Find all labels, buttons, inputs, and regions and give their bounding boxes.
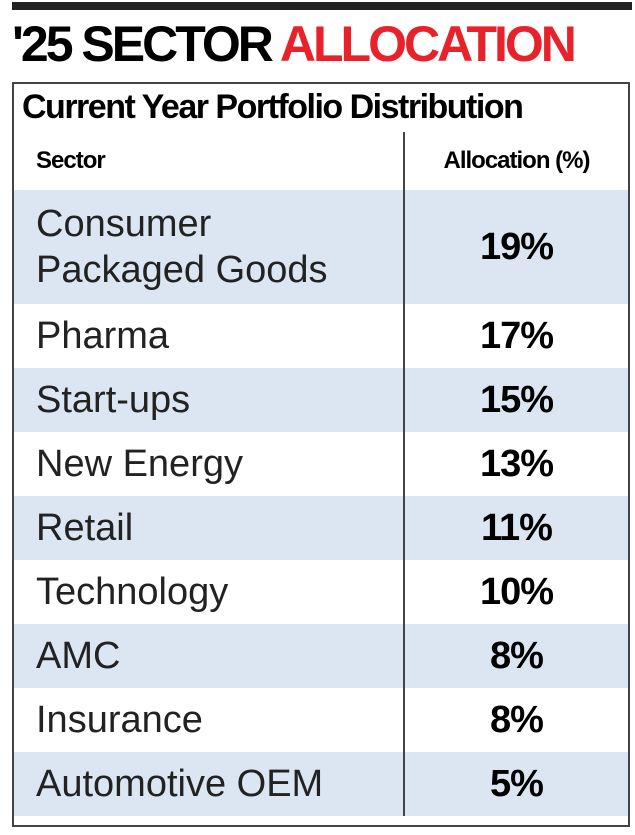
column-header: Allocation (%) <box>403 132 628 190</box>
sector-cell: New Energy <box>36 443 243 485</box>
allocation-cell: 11% <box>403 496 628 560</box>
table-row: Consumer Packaged Goods 19% <box>14 190 628 304</box>
allocation-cell: 5% <box>403 752 628 816</box>
header-row: Sector Allocation (%) <box>14 132 628 190</box>
allocation-cell: 19% <box>403 190 628 304</box>
table-body: Consumer Packaged Goods 19% Pharma 17% Start… <box>14 190 628 816</box>
allocation-cell: 8% <box>403 688 628 752</box>
table-row: Automotive OEM 5% <box>14 752 628 816</box>
allocation-cell: 8% <box>403 624 628 688</box>
table-box: Current Year Portfolio Distribution Sect… <box>12 82 630 827</box>
allocation-cell: 10% <box>403 560 628 624</box>
sector-cell: Retail <box>14 496 404 560</box>
allocation-cell: 17% <box>403 304 628 368</box>
sector-cell: Pharma <box>36 315 170 357</box>
table-row: Technology 10% <box>14 560 628 624</box>
sector-cell: Start-ups <box>14 368 404 432</box>
page-title: '25 SECTOR ALLOCATION <box>12 12 577 76</box>
title-red: ALLOCATION <box>279 16 577 72</box>
allocation-cell: 15% <box>403 368 628 432</box>
sector-cell: Consumer Packaged Goods <box>14 190 404 304</box>
allocation-cell: 13% <box>403 432 628 496</box>
column-header: Sector <box>36 147 106 174</box>
table-row: Retail 11% <box>14 496 628 560</box>
sector-cell: Automotive OEM <box>14 752 404 816</box>
table-row: Pharma 17% <box>14 304 628 368</box>
sector-cell: AMC <box>14 624 404 688</box>
table: Sector Allocation (%) Consumer Packaged … <box>14 132 628 816</box>
top-rule <box>12 2 632 10</box>
table-row: Start-ups 15% <box>14 368 628 432</box>
table-row: New Energy 13% <box>14 432 628 496</box>
table-title: Current Year Portfolio Distribution <box>22 88 524 126</box>
sector-cell: Insurance <box>36 699 203 741</box>
table-row: AMC 8% <box>14 624 628 688</box>
table-row: Insurance 8% <box>14 688 628 752</box>
sector-cell: Technology <box>36 571 229 613</box>
title-black: '25 SECTOR <box>12 16 274 72</box>
